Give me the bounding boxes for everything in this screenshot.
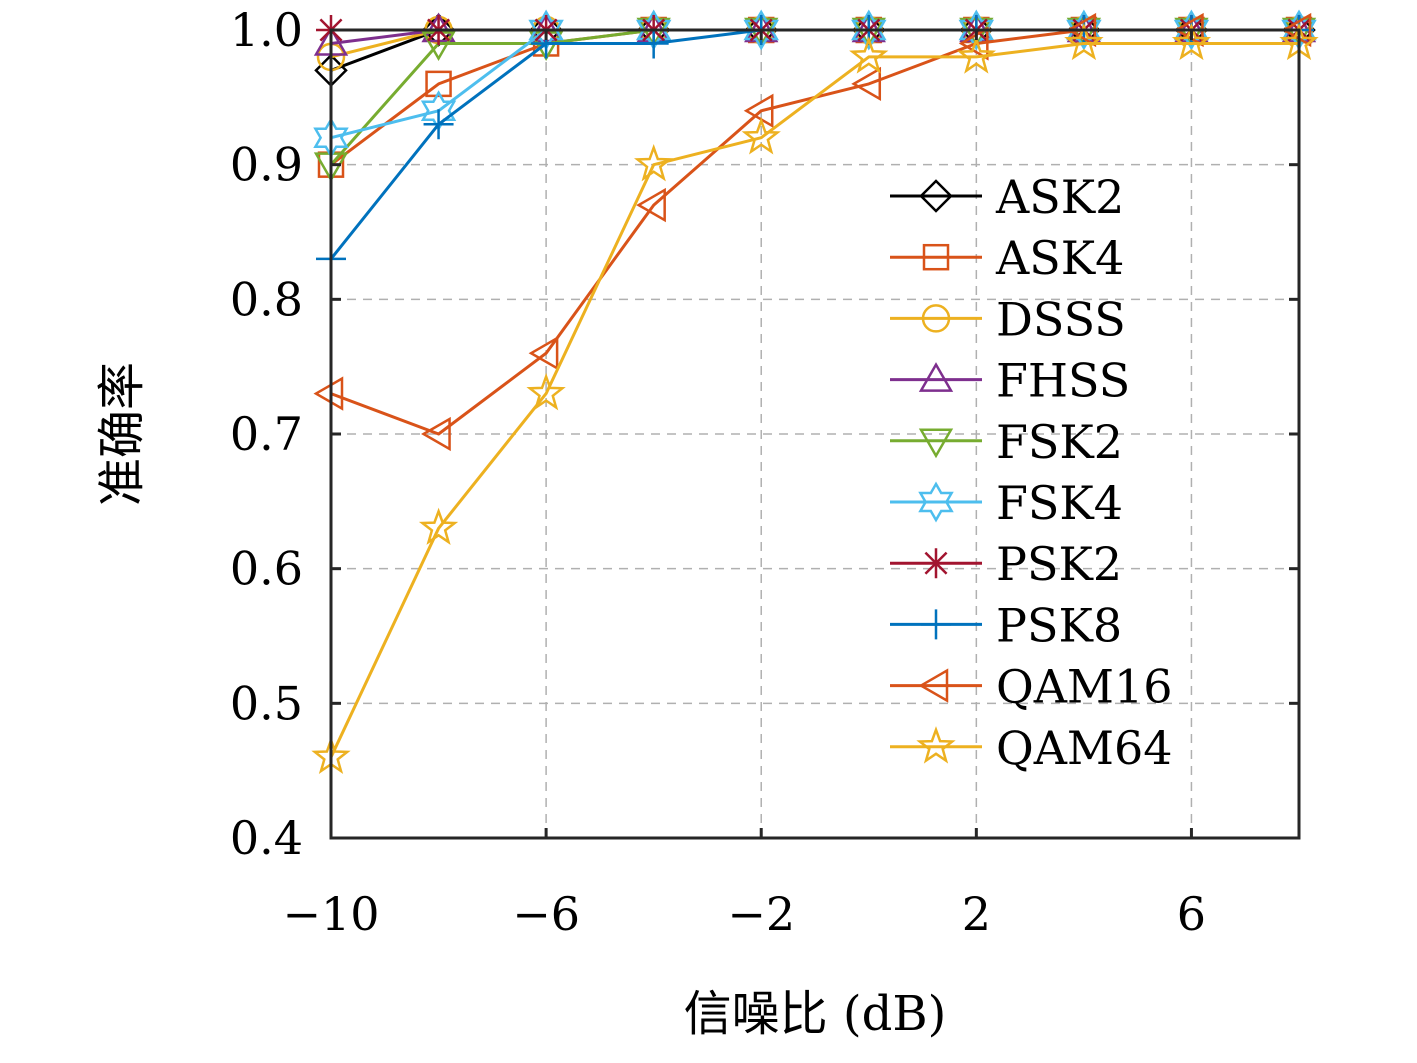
series-line-qam16 <box>330 28 1299 436</box>
legend-entry-psk8: PSK8 <box>890 598 1122 652</box>
legend-label: FHSS <box>996 354 1130 408</box>
y-tick-label: 0.5 <box>230 676 303 730</box>
data-point-qam16 <box>851 66 882 102</box>
data-point-psk8 <box>423 109 454 140</box>
grid-lines <box>331 30 1299 838</box>
series-fsk4 <box>313 9 1317 159</box>
legend-label: PSK8 <box>996 598 1122 652</box>
y-tick-label: 0.8 <box>230 272 303 326</box>
legend-marker-ask2 <box>919 179 953 213</box>
legend-entry-ask4: ASK4 <box>890 231 1124 285</box>
y-axis-tick-labels: 0.4 0.5 0.6 0.7 0.8 0.9 1.0 <box>230 3 303 865</box>
x-tick-label: −6 <box>512 887 580 941</box>
y-axis-label: 准确率 <box>94 362 150 506</box>
data-point-qam64 <box>1171 22 1212 61</box>
y-tick-label: 0.9 <box>230 138 303 192</box>
legend-label: ASK4 <box>995 231 1124 285</box>
data-point-qam16 <box>313 376 344 411</box>
legend-marker-fhss <box>918 362 954 392</box>
data-point-fsk4 <box>743 9 779 51</box>
legend-entry-qam64: QAM64 <box>890 721 1173 775</box>
series-line-fhss <box>330 28 1299 45</box>
series-line-ask2 <box>330 28 1299 72</box>
legend-marker-psk2 <box>921 548 951 579</box>
tick-marks <box>329 28 1299 840</box>
legend-marker-qam16 <box>918 668 949 703</box>
series-line-qam64 <box>329 42 1299 758</box>
series-fhss <box>313 12 1317 56</box>
series-qam16 <box>313 12 1312 452</box>
series-line-fsk4 <box>330 28 1299 140</box>
legend-label: FSK2 <box>996 415 1123 469</box>
legend-entry-ask2: ASK2 <box>890 170 1124 224</box>
legend-entry-fhss: FHSS <box>890 354 1130 408</box>
data-point-qam16 <box>1281 12 1312 48</box>
legend-marker-dsss <box>921 304 951 333</box>
legend-marker-ask4 <box>922 243 950 271</box>
data-point-fsk4 <box>958 9 995 51</box>
legend-entry-psk2: PSK2 <box>890 537 1122 591</box>
legend-marker-qam64 <box>916 726 956 764</box>
data-point-qam64 <box>1064 22 1104 61</box>
data-point-qam16 <box>636 187 666 223</box>
legend-label: PSK2 <box>996 537 1122 591</box>
x-tick-label: −2 <box>727 887 795 941</box>
y-tick-label: 0.4 <box>230 811 303 865</box>
data-point-ask4 <box>425 70 452 98</box>
data-point-qam16 <box>743 93 774 128</box>
x-tick-label: −10 <box>282 887 379 941</box>
legend-label: FSK4 <box>996 476 1123 530</box>
legend-label: DSSS <box>996 292 1126 346</box>
data-point-qam16 <box>421 416 451 452</box>
series-psk8 <box>316 15 1314 274</box>
data-point-psk8 <box>638 28 669 59</box>
series-layer <box>311 9 1319 774</box>
legend-entry-fsk4: FSK4 <box>890 476 1123 530</box>
legend-entry-fsk2: FSK2 <box>890 415 1123 469</box>
data-point-qam64 <box>526 372 566 411</box>
data-point-fsk4 <box>1173 9 1210 51</box>
data-point-qam16 <box>958 26 989 61</box>
data-point-fsk4 <box>1066 9 1102 51</box>
legend-marker-fsk4 <box>918 481 954 523</box>
x-axis-label: 信噪比 (dB) <box>684 986 947 1042</box>
data-point-fsk4 <box>851 9 887 51</box>
legend-label: QAM16 <box>996 660 1173 714</box>
x-axis-tick-labels: −10 −6 −2 2 6 <box>282 887 1206 941</box>
legend-marker-fsk2 <box>918 428 954 459</box>
data-point-qam64 <box>956 36 996 74</box>
data-point-qam64 <box>741 117 781 155</box>
legend-label: QAM64 <box>996 721 1173 775</box>
x-tick-label: 2 <box>962 887 991 941</box>
legend: ASK2 ASK4 DSSS FHSS FSK2 FSK4 PSK2 PSK8 QAM16 QAM… <box>890 170 1173 775</box>
data-point-qam16 <box>528 336 559 371</box>
data-point-qam64 <box>634 144 674 182</box>
legend-entry-dsss: DSSS <box>890 292 1126 346</box>
legend-label: ASK2 <box>995 170 1124 224</box>
x-tick-label: 6 <box>1177 887 1206 941</box>
y-tick-label: 0.6 <box>230 542 303 596</box>
data-point-qam64 <box>849 36 889 74</box>
data-point-qam64 <box>418 507 459 545</box>
series-line-psk8 <box>329 28 1299 260</box>
y-tick-label: 0.7 <box>230 407 303 461</box>
legend-entry-qam16: QAM16 <box>890 660 1173 714</box>
y-tick-label: 1.0 <box>230 3 303 57</box>
legend-marker-psk8 <box>921 609 951 640</box>
